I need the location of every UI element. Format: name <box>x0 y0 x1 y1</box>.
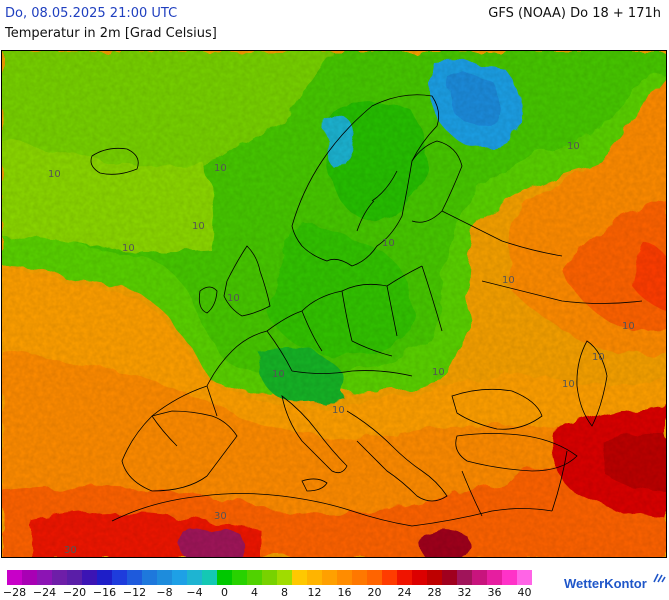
legend-swatch <box>67 570 82 585</box>
legend-tick-label: −16 <box>92 586 117 599</box>
legend-tick-label: 40 <box>517 586 532 599</box>
contour-label: 10 <box>48 169 61 180</box>
legend-swatch <box>397 570 412 585</box>
legend-tick-label: 32 <box>457 586 472 599</box>
contour-label: 10 <box>432 367 445 378</box>
legend-tick-label: −24 <box>32 586 57 599</box>
contour-label: 10 <box>562 379 575 390</box>
contour-label: 10 <box>122 243 135 254</box>
legend-swatch <box>247 570 262 585</box>
contour-label: 10 <box>272 369 285 380</box>
temperature-map: 10 10 10 10 10 10 10 10 10 10 10 10 10 1… <box>1 50 667 558</box>
legend-swatch <box>52 570 67 585</box>
header-model-run: GFS (NOAA) Do 18 + 171h <box>488 6 661 21</box>
legend-swatch <box>472 570 487 585</box>
legend-swatch <box>232 570 247 585</box>
legend-ticks: −28 −24 −20 −16 −12 −8 −4 0 4 8 12 16 20 24 28 32 36 40 <box>3 586 532 600</box>
legend-tick-label: −20 <box>62 586 87 599</box>
legend-swatch <box>322 570 337 585</box>
contour-label: 10 <box>592 352 605 363</box>
legend-tick-label: 24 <box>397 586 412 599</box>
legend-swatch <box>157 570 172 585</box>
legend-swatch <box>22 570 37 585</box>
legend-swatch <box>382 570 397 585</box>
contour-labels: 10 10 10 10 10 10 10 10 10 10 10 10 10 1… <box>48 141 635 556</box>
legend-swatch <box>427 570 442 585</box>
legend-tick-label: 36 <box>487 586 502 599</box>
map-canvas: 10 10 10 10 10 10 10 10 10 10 10 10 10 1… <box>2 51 666 557</box>
legend-swatch <box>487 570 502 585</box>
contour-label: 10 <box>332 405 345 416</box>
legend-swatch <box>217 570 232 585</box>
legend-bar <box>7 570 532 585</box>
legend-tick-label: 20 <box>367 586 382 599</box>
contour-label: 10 <box>382 238 395 249</box>
contour-label: 10 <box>192 221 205 232</box>
legend-swatch <box>442 570 457 585</box>
contour-label: 10 <box>214 163 227 174</box>
contour-label: 10 <box>567 141 580 152</box>
legend-swatch <box>457 570 472 585</box>
legend-tick-label: −28 <box>2 586 27 599</box>
legend-swatch <box>82 570 97 585</box>
contour-label: 10 <box>502 275 515 286</box>
legend-swatch <box>517 570 532 585</box>
legend-tick-label: 12 <box>307 586 322 599</box>
legend-swatch <box>112 570 127 585</box>
legend-tick-label: 0 <box>221 586 228 599</box>
contour-label: 10 <box>622 321 635 332</box>
legend-swatch <box>367 570 382 585</box>
header-datetime: Do, 08.05.2025 21:00 UTC <box>5 6 178 21</box>
legend-swatch <box>172 570 187 585</box>
legend-swatch <box>412 570 427 585</box>
legend-swatch <box>187 570 202 585</box>
legend-swatch <box>127 570 142 585</box>
contour-label: 30 <box>214 511 227 522</box>
legend-tick-label: 16 <box>337 586 352 599</box>
legend-swatch <box>202 570 217 585</box>
legend-tick-label: 28 <box>427 586 442 599</box>
brand-logo: WetterKontor <box>564 576 647 591</box>
coastlines <box>90 94 643 527</box>
legend-tick-label: −8 <box>156 586 173 599</box>
legend-tick-label: −12 <box>122 586 147 599</box>
legend-swatch <box>277 570 292 585</box>
legend-swatch <box>502 570 517 585</box>
logo-spark-icon <box>653 573 666 583</box>
legend-tick-label: −4 <box>186 586 203 599</box>
contour-label: 30 <box>64 545 77 556</box>
legend-swatch <box>37 570 52 585</box>
color-legend <box>7 570 532 585</box>
legend-swatch <box>337 570 352 585</box>
legend-swatch <box>7 570 22 585</box>
legend-tick-label: 4 <box>251 586 258 599</box>
legend-swatch <box>292 570 307 585</box>
legend-tick-label: 8 <box>281 586 288 599</box>
legend-swatch <box>307 570 322 585</box>
legend-swatch <box>352 570 367 585</box>
variable-title: Temperatur in 2m [Grad Celsius] <box>5 26 217 41</box>
legend-swatch <box>142 570 157 585</box>
contour-label: 10 <box>227 293 240 304</box>
legend-swatch <box>97 570 112 585</box>
legend-swatch <box>262 570 277 585</box>
